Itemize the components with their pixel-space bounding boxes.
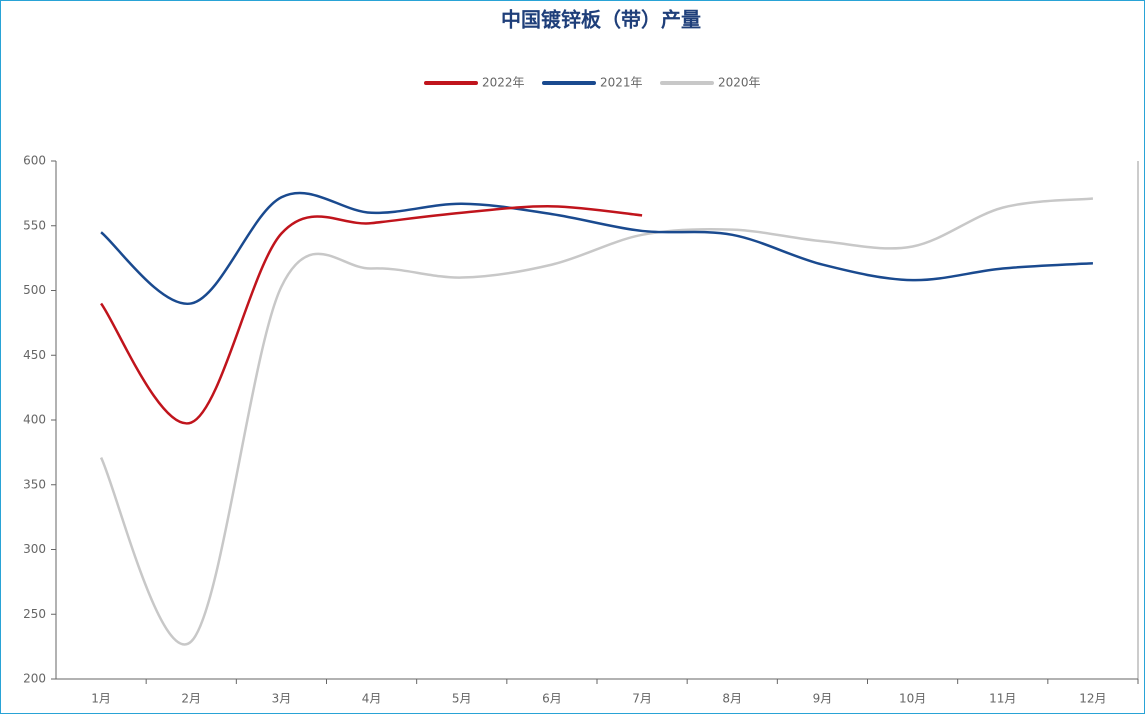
series-line xyxy=(99,197,1094,646)
y-tick-label: 600 xyxy=(23,154,46,168)
x-tick-label: 5月 xyxy=(452,692,472,706)
y-tick-label: 400 xyxy=(23,413,46,427)
y-tick-label: 550 xyxy=(23,218,46,232)
series-line xyxy=(100,191,1093,305)
x-tick-label: 3月 xyxy=(272,692,292,706)
y-tick-label: 200 xyxy=(23,672,46,686)
x-tick-label: 4月 xyxy=(362,692,382,706)
legend-label: 2020年 xyxy=(718,76,761,90)
x-tick-label: 8月 xyxy=(722,692,742,706)
x-tick-label: 10月 xyxy=(899,692,926,706)
legend-label: 2021年 xyxy=(600,76,643,90)
series-line xyxy=(100,205,643,425)
legend-label: 2022年 xyxy=(482,76,525,90)
y-tick-label: 250 xyxy=(23,607,46,621)
y-tick-label: 500 xyxy=(23,283,46,297)
x-tick-label: 11月 xyxy=(989,692,1016,706)
y-tick-label: 350 xyxy=(23,477,46,491)
x-tick-label: 7月 xyxy=(632,692,652,706)
y-tick-label: 300 xyxy=(23,542,46,556)
x-tick-label: 9月 xyxy=(813,692,833,706)
x-tick-label: 6月 xyxy=(542,692,562,706)
y-tick-label: 450 xyxy=(23,348,46,362)
x-tick-label: 2月 xyxy=(181,692,201,706)
x-tick-label: 12月 xyxy=(1079,692,1106,706)
x-tick-label: 1月 xyxy=(91,692,111,706)
chart-title: 中国镀锌板（带）产量 xyxy=(501,8,701,32)
